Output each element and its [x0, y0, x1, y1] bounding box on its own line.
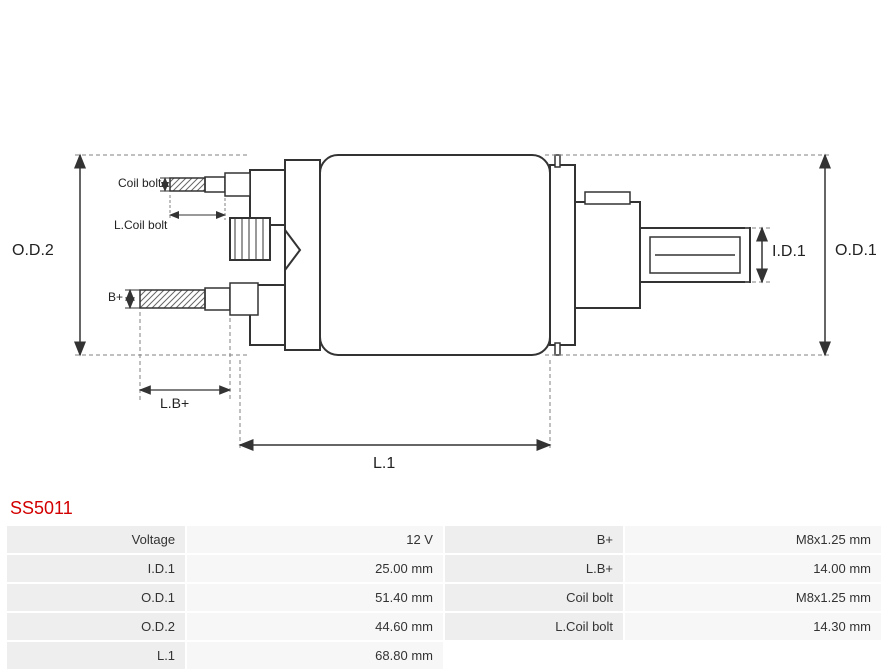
spec-value: 68.80 mm	[187, 642, 443, 669]
spec-label: L.B+	[445, 555, 623, 582]
spec-value: 44.60 mm	[187, 613, 443, 640]
spec-label: O.D.2	[7, 613, 185, 640]
spec-label	[445, 642, 623, 669]
spec-value: 25.00 mm	[187, 555, 443, 582]
label-coilbolt: Coil bolt	[118, 176, 161, 190]
spec-value: 14.30 mm	[625, 613, 881, 640]
label-od1: O.D.1	[835, 242, 877, 260]
spec-value: M8x1.25 mm	[625, 526, 881, 553]
spec-row: L.168.80 mm	[7, 642, 881, 669]
spec-label: B+	[445, 526, 623, 553]
spec-label: L.Coil bolt	[445, 613, 623, 640]
spec-value: 51.40 mm	[187, 584, 443, 611]
spec-value	[625, 642, 881, 669]
product-code: SS5011	[10, 498, 73, 519]
spec-label: Voltage	[7, 526, 185, 553]
spec-label: O.D.1	[7, 584, 185, 611]
drawing-svg	[0, 100, 889, 500]
label-lbplus: L.B+	[160, 395, 189, 411]
spec-table: Voltage12 VB+M8x1.25 mmI.D.125.00 mmL.B+…	[5, 524, 883, 671]
label-od2: O.D.2	[12, 242, 54, 260]
spec-value: 14.00 mm	[625, 555, 881, 582]
spec-row: Voltage12 VB+M8x1.25 mm	[7, 526, 881, 553]
spec-label: L.1	[7, 642, 185, 669]
label-id1: I.D.1	[772, 243, 806, 261]
spec-row: O.D.151.40 mmCoil boltM8x1.25 mm	[7, 584, 881, 611]
label-l1: L.1	[373, 455, 395, 473]
spec-value: M8x1.25 mm	[625, 584, 881, 611]
spec-label: I.D.1	[7, 555, 185, 582]
spec-value: 12 V	[187, 526, 443, 553]
spec-row: O.D.244.60 mmL.Coil bolt14.30 mm	[7, 613, 881, 640]
technical-drawing: O.D.2 O.D.1 I.D.1 L.1 L.B+ B+ Coil bolt …	[0, 100, 889, 480]
label-bplus: B+	[108, 290, 123, 304]
label-lcoilbolt: L.Coil bolt	[114, 218, 167, 232]
spec-label: Coil bolt	[445, 584, 623, 611]
spec-row: I.D.125.00 mmL.B+14.00 mm	[7, 555, 881, 582]
